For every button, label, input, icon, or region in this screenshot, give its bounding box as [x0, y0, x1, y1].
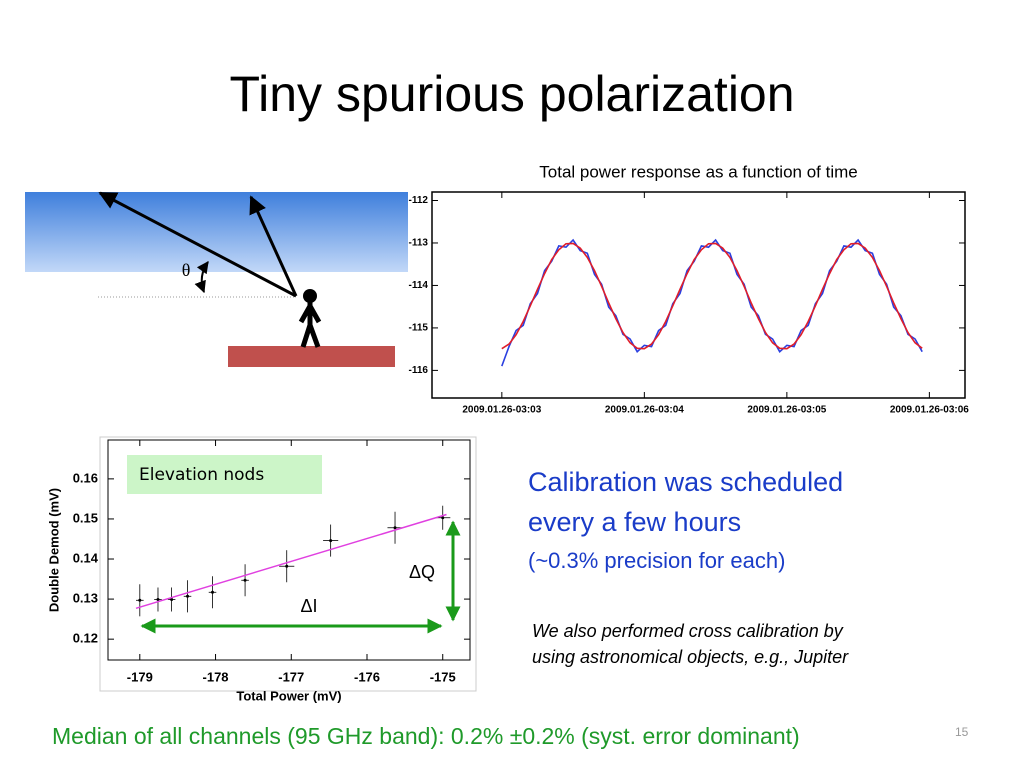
figure-border: [99, 436, 477, 692]
y-tick-label: -113: [409, 238, 429, 249]
x-tick-label: 2009.01.26-03:05: [747, 405, 826, 416]
sky: [25, 192, 408, 272]
median-text: Median of all channels (95 GHz band): 0.…: [52, 723, 800, 749]
x-tick-label: -178: [203, 669, 229, 684]
point: [186, 594, 190, 598]
point: [156, 597, 160, 601]
x-tick-label: 2009.01.26-03:04: [605, 405, 684, 416]
annotation: Elevation nods: [139, 465, 264, 485]
precision-text: (~0.3% precision for each): [528, 548, 785, 573]
y-tick-label: -114: [409, 280, 429, 291]
annotation: ΔQ: [409, 562, 435, 582]
point: [285, 564, 289, 568]
plot-frame: [107, 439, 471, 661]
y-tick-label: -115: [409, 323, 429, 334]
y-tick-label: -112: [409, 195, 429, 206]
slide-title: Tiny spurious polarization: [229, 66, 794, 122]
plot-frame: [431, 191, 966, 399]
x-tick-label: 2009.01.26-03:03: [462, 405, 541, 416]
series-line: [135, 513, 447, 610]
calibration-text: every a few hours: [528, 507, 741, 537]
plot-area: [135, 505, 451, 617]
x-tick-label: 2009.01.26-03:06: [890, 405, 969, 416]
chart-title: Total power response as a function of ti…: [539, 162, 857, 181]
y-tick-label: 0.16: [73, 470, 98, 485]
point: [170, 597, 174, 601]
calibration-text: Calibration was scheduled: [528, 467, 843, 497]
x-tick-label: -176: [354, 669, 380, 684]
x-axis-label: Total Power (mV): [236, 688, 341, 703]
ground: [228, 346, 395, 367]
point: [211, 590, 215, 594]
plot-area: [501, 238, 923, 367]
x-tick-label: -175: [430, 669, 456, 684]
series-line: [501, 242, 923, 350]
diagram: θ: [25, 191, 408, 367]
series-line: [501, 238, 923, 367]
angle-arrow: [194, 261, 209, 294]
y-tick-label: 0.14: [73, 550, 99, 565]
page-number: 15: [955, 725, 969, 739]
annotation: ΔI: [300, 596, 317, 616]
angle-label: θ: [182, 260, 191, 280]
point: [138, 598, 142, 602]
x-tick-label: -177: [278, 669, 304, 684]
y-tick-label: 0.13: [73, 591, 98, 606]
ray: [98, 191, 297, 298]
point: [329, 539, 333, 543]
x-tick-label: -179: [127, 669, 153, 684]
cross-text: We also performed cross calibration by: [532, 621, 844, 641]
y-tick-label: 0.15: [73, 510, 98, 525]
person: [298, 289, 322, 348]
point: [393, 526, 397, 530]
ray: [249, 195, 298, 297]
point: [441, 516, 445, 520]
annotation-box: [127, 455, 322, 494]
cross-text: using astronomical objects, e.g., Jupite…: [532, 647, 849, 667]
y-tick-label: -116: [409, 365, 429, 376]
y-axis-label: Double Demod (mV): [46, 488, 61, 612]
y-tick-label: 0.12: [73, 631, 98, 646]
point: [243, 578, 247, 582]
